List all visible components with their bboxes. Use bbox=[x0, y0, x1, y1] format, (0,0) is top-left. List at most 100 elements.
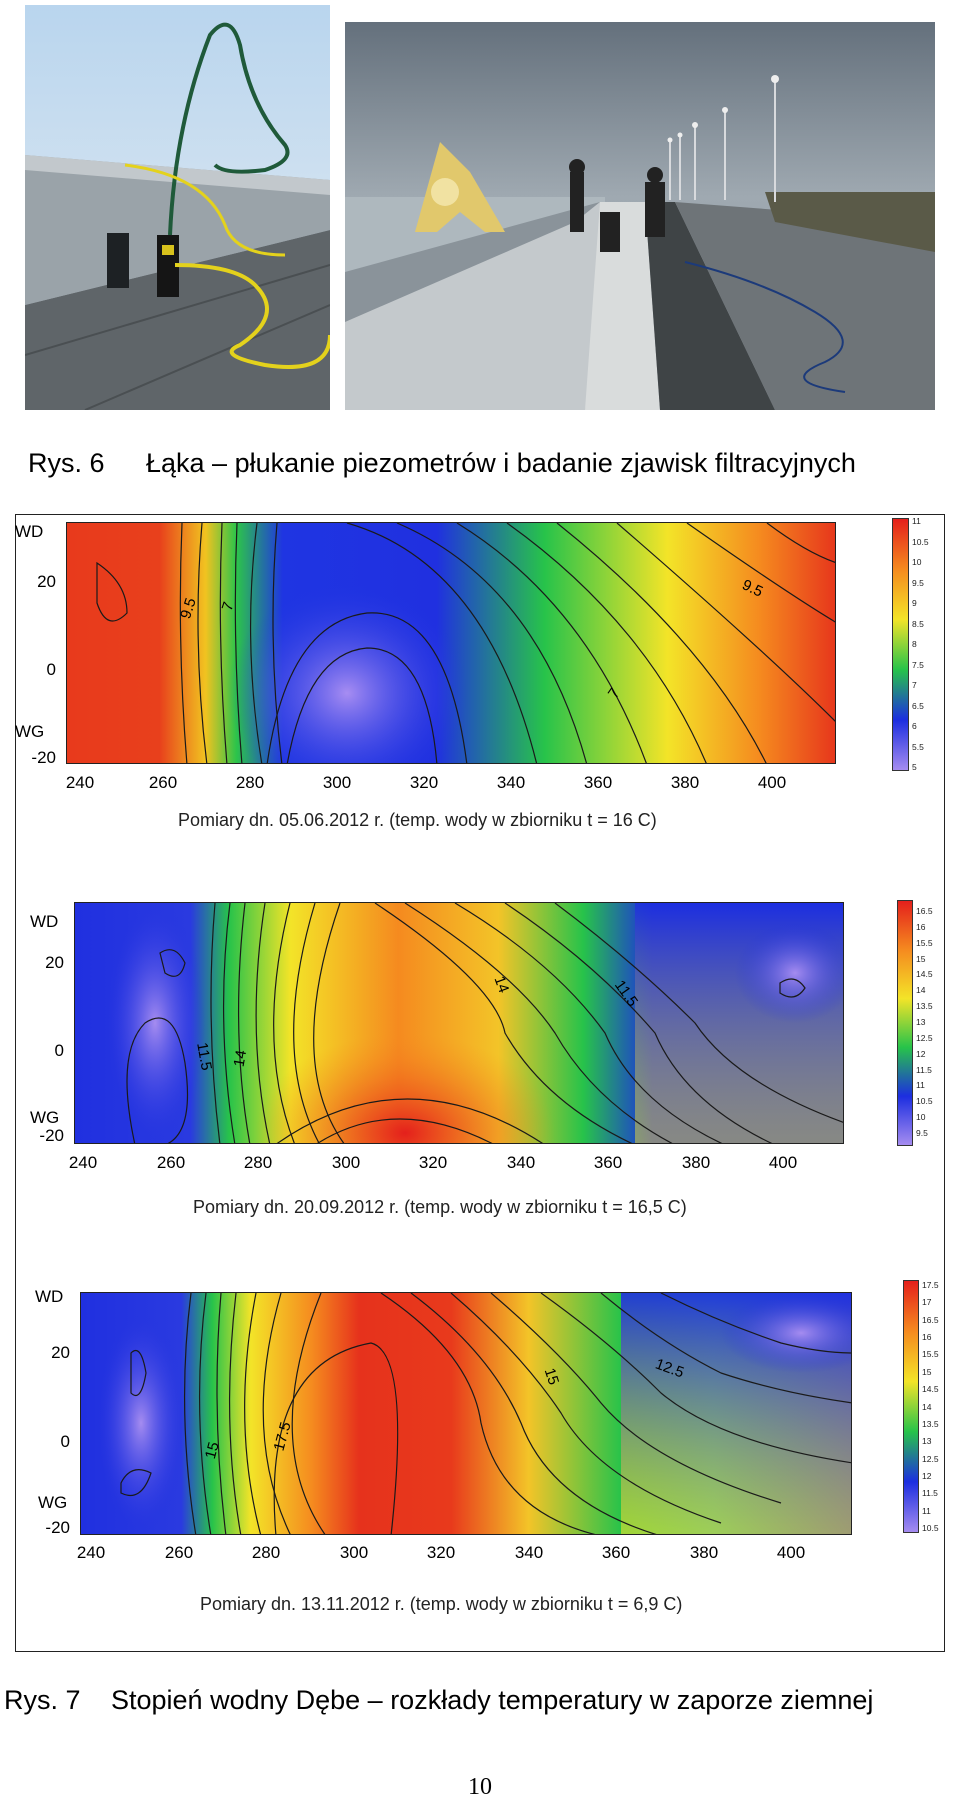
photo-piezometer-flushing bbox=[25, 5, 330, 410]
colorbar-tick-label: 8 bbox=[912, 639, 917, 649]
heatmap-plot-1 bbox=[66, 522, 836, 764]
colorbar-tick-label: 16.5 bbox=[916, 906, 933, 916]
label-wg: WG bbox=[38, 1493, 68, 1512]
y-tick: 0 bbox=[54, 1041, 64, 1060]
x-tick: 240 bbox=[65, 773, 95, 792]
x-tick: 240 bbox=[68, 1153, 98, 1172]
y-tick: 20 bbox=[51, 1343, 70, 1362]
photo-filtration-measurement bbox=[345, 22, 935, 410]
panel-2-title: Pomiary dn. 20.09.2012 r. (temp. wody w … bbox=[193, 1197, 687, 1217]
colorbar-tick-label: 14 bbox=[922, 1401, 932, 1412]
colorbar-tick-label: 15.5 bbox=[916, 937, 933, 948]
x-tick: 400 bbox=[776, 1543, 806, 1562]
colorbar-tick-label: 6.5 bbox=[912, 700, 924, 711]
x-tick: 320 bbox=[418, 1153, 448, 1172]
x-tick: 260 bbox=[164, 1543, 194, 1562]
x-tick: 340 bbox=[506, 1153, 536, 1172]
x-tick: 380 bbox=[670, 773, 700, 792]
colorbar-tick-label: 13 bbox=[922, 1436, 932, 1447]
page-number: 10 bbox=[468, 1774, 492, 1800]
colorbar-tick-label: 12.5 bbox=[922, 1453, 939, 1464]
colorbar-tick-label: 12.5 bbox=[916, 1032, 933, 1043]
colorbar-tick-label: 15 bbox=[922, 1366, 932, 1377]
colorbar-2 bbox=[897, 900, 913, 1146]
colorbar-tick-label: 10.5 bbox=[912, 536, 929, 547]
colorbar-tick-label: 16.5 bbox=[922, 1314, 939, 1325]
colorbar-tick-label: 10.5 bbox=[916, 1096, 933, 1107]
x-tick: 300 bbox=[339, 1543, 369, 1562]
x-tick: 300 bbox=[322, 773, 352, 792]
y-tick: -20 bbox=[39, 1126, 64, 1145]
colorbar-tick-label: 11 bbox=[916, 1080, 925, 1091]
colorbar-tick-label: 13 bbox=[916, 1017, 926, 1027]
colorbar-tick-label: 9.5 bbox=[916, 1128, 928, 1138]
y-tick: 20 bbox=[45, 953, 64, 972]
colorbar-tick-label: 17 bbox=[922, 1297, 932, 1308]
x-tick: 400 bbox=[757, 773, 787, 792]
label-wd: WD bbox=[15, 522, 44, 541]
colorbar-tick-label: 14.5 bbox=[916, 969, 933, 980]
colorbar-tick-label: 7.5 bbox=[912, 659, 924, 670]
colorbar-tick-label: 7 bbox=[912, 680, 917, 690]
colorbar-tick-label: 17.5 bbox=[922, 1280, 939, 1290]
colorbar-tick-label: 10.5 bbox=[922, 1523, 939, 1533]
panel-1-title: Pomiary dn. 05.06.2012 r. (temp. wody w … bbox=[178, 810, 657, 830]
colorbar-tick-label: 12 bbox=[922, 1470, 932, 1481]
contour-label: 14 bbox=[230, 1048, 251, 1069]
x-tick: 260 bbox=[156, 1153, 186, 1172]
heatmap-plot-3 bbox=[80, 1292, 852, 1535]
panel-3-title: Pomiary dn. 13.11.2012 r. (temp. wody w … bbox=[200, 1594, 683, 1614]
heatmap-plot-2 bbox=[74, 902, 844, 1144]
x-tick: 400 bbox=[768, 1153, 798, 1172]
figure-6-caption: Rys. 6 Łąka – płukanie piezometrów i bada… bbox=[28, 448, 856, 479]
label-wd: WD bbox=[30, 912, 59, 931]
x-tick: 380 bbox=[689, 1543, 719, 1562]
figure-7-caption: Rys. 7 Stopień wodny Dębe – rozkłady temp… bbox=[4, 1685, 873, 1716]
x-tick: 380 bbox=[681, 1153, 711, 1172]
colorbar-tick-label: 15 bbox=[916, 953, 926, 964]
colorbar-tick-label: 14 bbox=[916, 985, 926, 996]
colorbar-3 bbox=[903, 1280, 919, 1533]
label-wg: WG bbox=[15, 722, 45, 741]
colorbar-1 bbox=[892, 518, 909, 771]
x-tick: 300 bbox=[331, 1153, 361, 1172]
y-tick: 20 bbox=[37, 572, 56, 591]
label-wg: WG bbox=[30, 1108, 60, 1127]
figure-7-text: Stopień wodny Dębe – rozkłady temperatur… bbox=[111, 1685, 874, 1715]
colorbar-tick-label: 6 bbox=[912, 721, 917, 731]
x-tick: 320 bbox=[409, 773, 439, 792]
colorbar-tick-label: 8.5 bbox=[912, 618, 924, 629]
figure-7-number: Rys. 7 bbox=[4, 1685, 81, 1715]
y-tick: 0 bbox=[60, 1432, 70, 1451]
x-tick: 280 bbox=[243, 1153, 273, 1172]
x-tick: 280 bbox=[235, 773, 265, 792]
colorbar-tick-label: 12 bbox=[916, 1048, 926, 1059]
x-tick: 340 bbox=[514, 1543, 544, 1562]
colorbar-tick-label: 14.5 bbox=[922, 1384, 939, 1395]
y-tick: 0 bbox=[46, 660, 56, 679]
y-tick: -20 bbox=[45, 1518, 70, 1537]
figure-7-frame bbox=[15, 514, 945, 1652]
x-tick: 360 bbox=[593, 1153, 623, 1172]
colorbar-tick-label: 11.5 bbox=[922, 1488, 938, 1499]
x-tick: 360 bbox=[583, 773, 613, 792]
y-tick: -20 bbox=[31, 748, 56, 767]
colorbar-tick-label: 11.5 bbox=[916, 1064, 932, 1075]
colorbar-tick-label: 9.5 bbox=[912, 577, 924, 588]
figure-6-text: Łąka – płukanie piezometrów i badanie zj… bbox=[146, 448, 856, 478]
x-tick: 320 bbox=[426, 1543, 456, 1562]
x-tick: 260 bbox=[148, 773, 178, 792]
colorbar-tick-label: 15.5 bbox=[922, 1349, 939, 1360]
colorbar-tick-label: 10 bbox=[912, 557, 922, 567]
x-tick: 360 bbox=[601, 1543, 631, 1562]
colorbar-tick-label: 13.5 bbox=[916, 1001, 933, 1012]
figure-6-number: Rys. 6 bbox=[28, 448, 105, 478]
x-tick: 240 bbox=[76, 1543, 106, 1562]
colorbar-tick-label: 5.5 bbox=[912, 741, 924, 752]
label-wd: WD bbox=[35, 1287, 64, 1306]
colorbar-tick-label: 11 bbox=[922, 1505, 931, 1516]
colorbar-tick-label: 16 bbox=[916, 921, 926, 932]
colorbar-tick-label: 10 bbox=[916, 1112, 926, 1123]
colorbar-tick-label: 9 bbox=[912, 598, 917, 608]
colorbar-tick-label: 11 bbox=[912, 516, 921, 526]
